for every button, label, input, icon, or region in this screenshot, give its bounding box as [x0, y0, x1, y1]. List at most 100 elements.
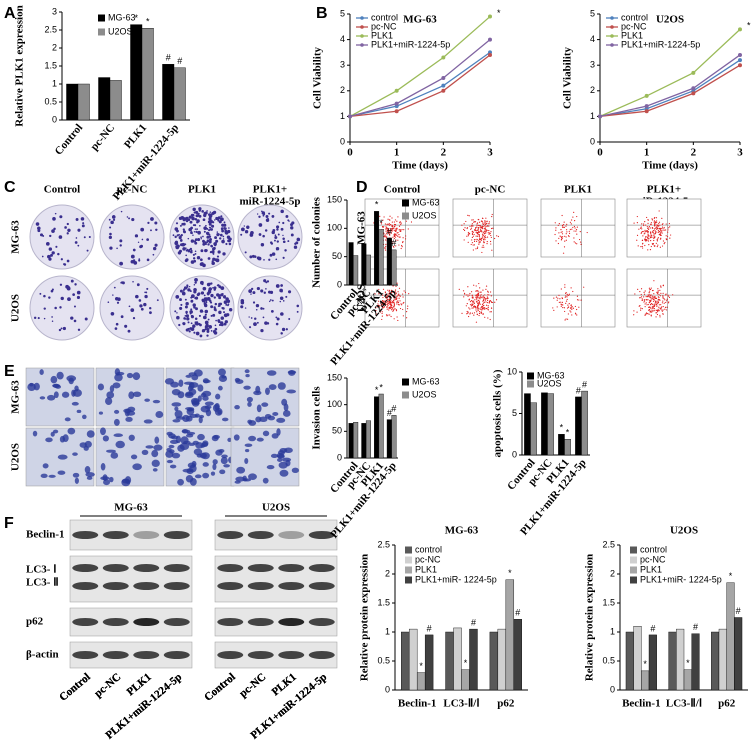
colony — [136, 283, 140, 287]
event — [655, 242, 657, 244]
event — [648, 295, 650, 297]
colony — [202, 241, 205, 243]
colony — [138, 259, 141, 262]
event — [666, 298, 668, 300]
cell — [185, 415, 193, 422]
bar — [445, 631, 454, 691]
event — [467, 231, 469, 234]
event — [576, 308, 578, 311]
colony — [192, 207, 196, 212]
event — [567, 304, 569, 306]
colony — [252, 301, 256, 304]
event — [649, 289, 651, 291]
event — [567, 294, 569, 296]
event — [647, 313, 649, 315]
event — [569, 221, 571, 223]
legend-marker — [610, 34, 614, 38]
y-tick-label: 2 — [385, 568, 390, 578]
event — [578, 299, 580, 301]
colony — [194, 317, 198, 320]
event — [657, 301, 660, 304]
event — [647, 299, 649, 301]
bar — [378, 393, 384, 459]
event — [485, 285, 488, 287]
event — [397, 291, 399, 293]
colony — [222, 307, 225, 310]
event — [475, 231, 477, 234]
event — [403, 229, 405, 231]
x-tick-label: 2 — [691, 147, 697, 159]
event — [471, 236, 473, 239]
colony — [212, 313, 216, 317]
colony — [190, 231, 193, 235]
event — [485, 307, 487, 310]
event — [573, 225, 576, 228]
blot-band — [247, 651, 274, 659]
event — [568, 293, 570, 295]
event — [662, 295, 664, 297]
event — [490, 295, 492, 297]
colony — [110, 311, 115, 316]
cell — [256, 437, 264, 442]
event — [385, 230, 387, 232]
colony — [182, 230, 186, 234]
bar — [625, 631, 634, 691]
event — [387, 293, 389, 295]
event — [479, 308, 481, 310]
event — [644, 300, 646, 302]
event — [662, 300, 664, 302]
colony — [208, 324, 213, 329]
event — [651, 306, 653, 308]
event — [639, 290, 641, 293]
colony — [207, 290, 212, 294]
event — [667, 295, 669, 297]
colony — [214, 236, 218, 240]
event — [478, 282, 480, 285]
colony — [65, 284, 69, 289]
cell — [247, 401, 252, 407]
bar — [374, 211, 380, 286]
event — [656, 305, 658, 307]
event — [398, 225, 401, 227]
chart-title: U2OS — [670, 525, 698, 537]
colony — [66, 222, 69, 226]
colony — [252, 291, 256, 295]
blot-band — [163, 651, 190, 659]
event — [666, 306, 668, 308]
event — [647, 237, 649, 239]
event — [483, 298, 485, 301]
event — [375, 313, 377, 315]
colony — [197, 212, 200, 216]
colony — [271, 299, 274, 302]
event — [483, 296, 485, 298]
significance-marker: * — [497, 8, 501, 18]
colony — [274, 239, 276, 242]
cell — [72, 452, 78, 456]
cell — [256, 404, 262, 413]
legend-swatch — [402, 199, 409, 207]
event — [390, 300, 392, 302]
colony — [248, 316, 250, 318]
event — [477, 307, 479, 309]
colony — [192, 224, 195, 227]
event — [560, 236, 562, 238]
colony — [153, 246, 157, 251]
colony — [178, 323, 181, 327]
event — [474, 306, 476, 308]
colony — [195, 331, 200, 336]
legend-swatch — [402, 378, 409, 386]
event — [482, 235, 484, 237]
event — [397, 300, 399, 302]
colony — [250, 287, 254, 291]
colony — [182, 228, 185, 231]
event — [647, 303, 649, 306]
event — [393, 234, 395, 236]
colony — [223, 322, 227, 326]
event — [578, 238, 581, 241]
colony — [222, 238, 225, 240]
event — [482, 223, 485, 225]
event — [387, 218, 389, 220]
cell — [166, 447, 172, 452]
colony — [284, 249, 287, 252]
event — [470, 300, 473, 302]
